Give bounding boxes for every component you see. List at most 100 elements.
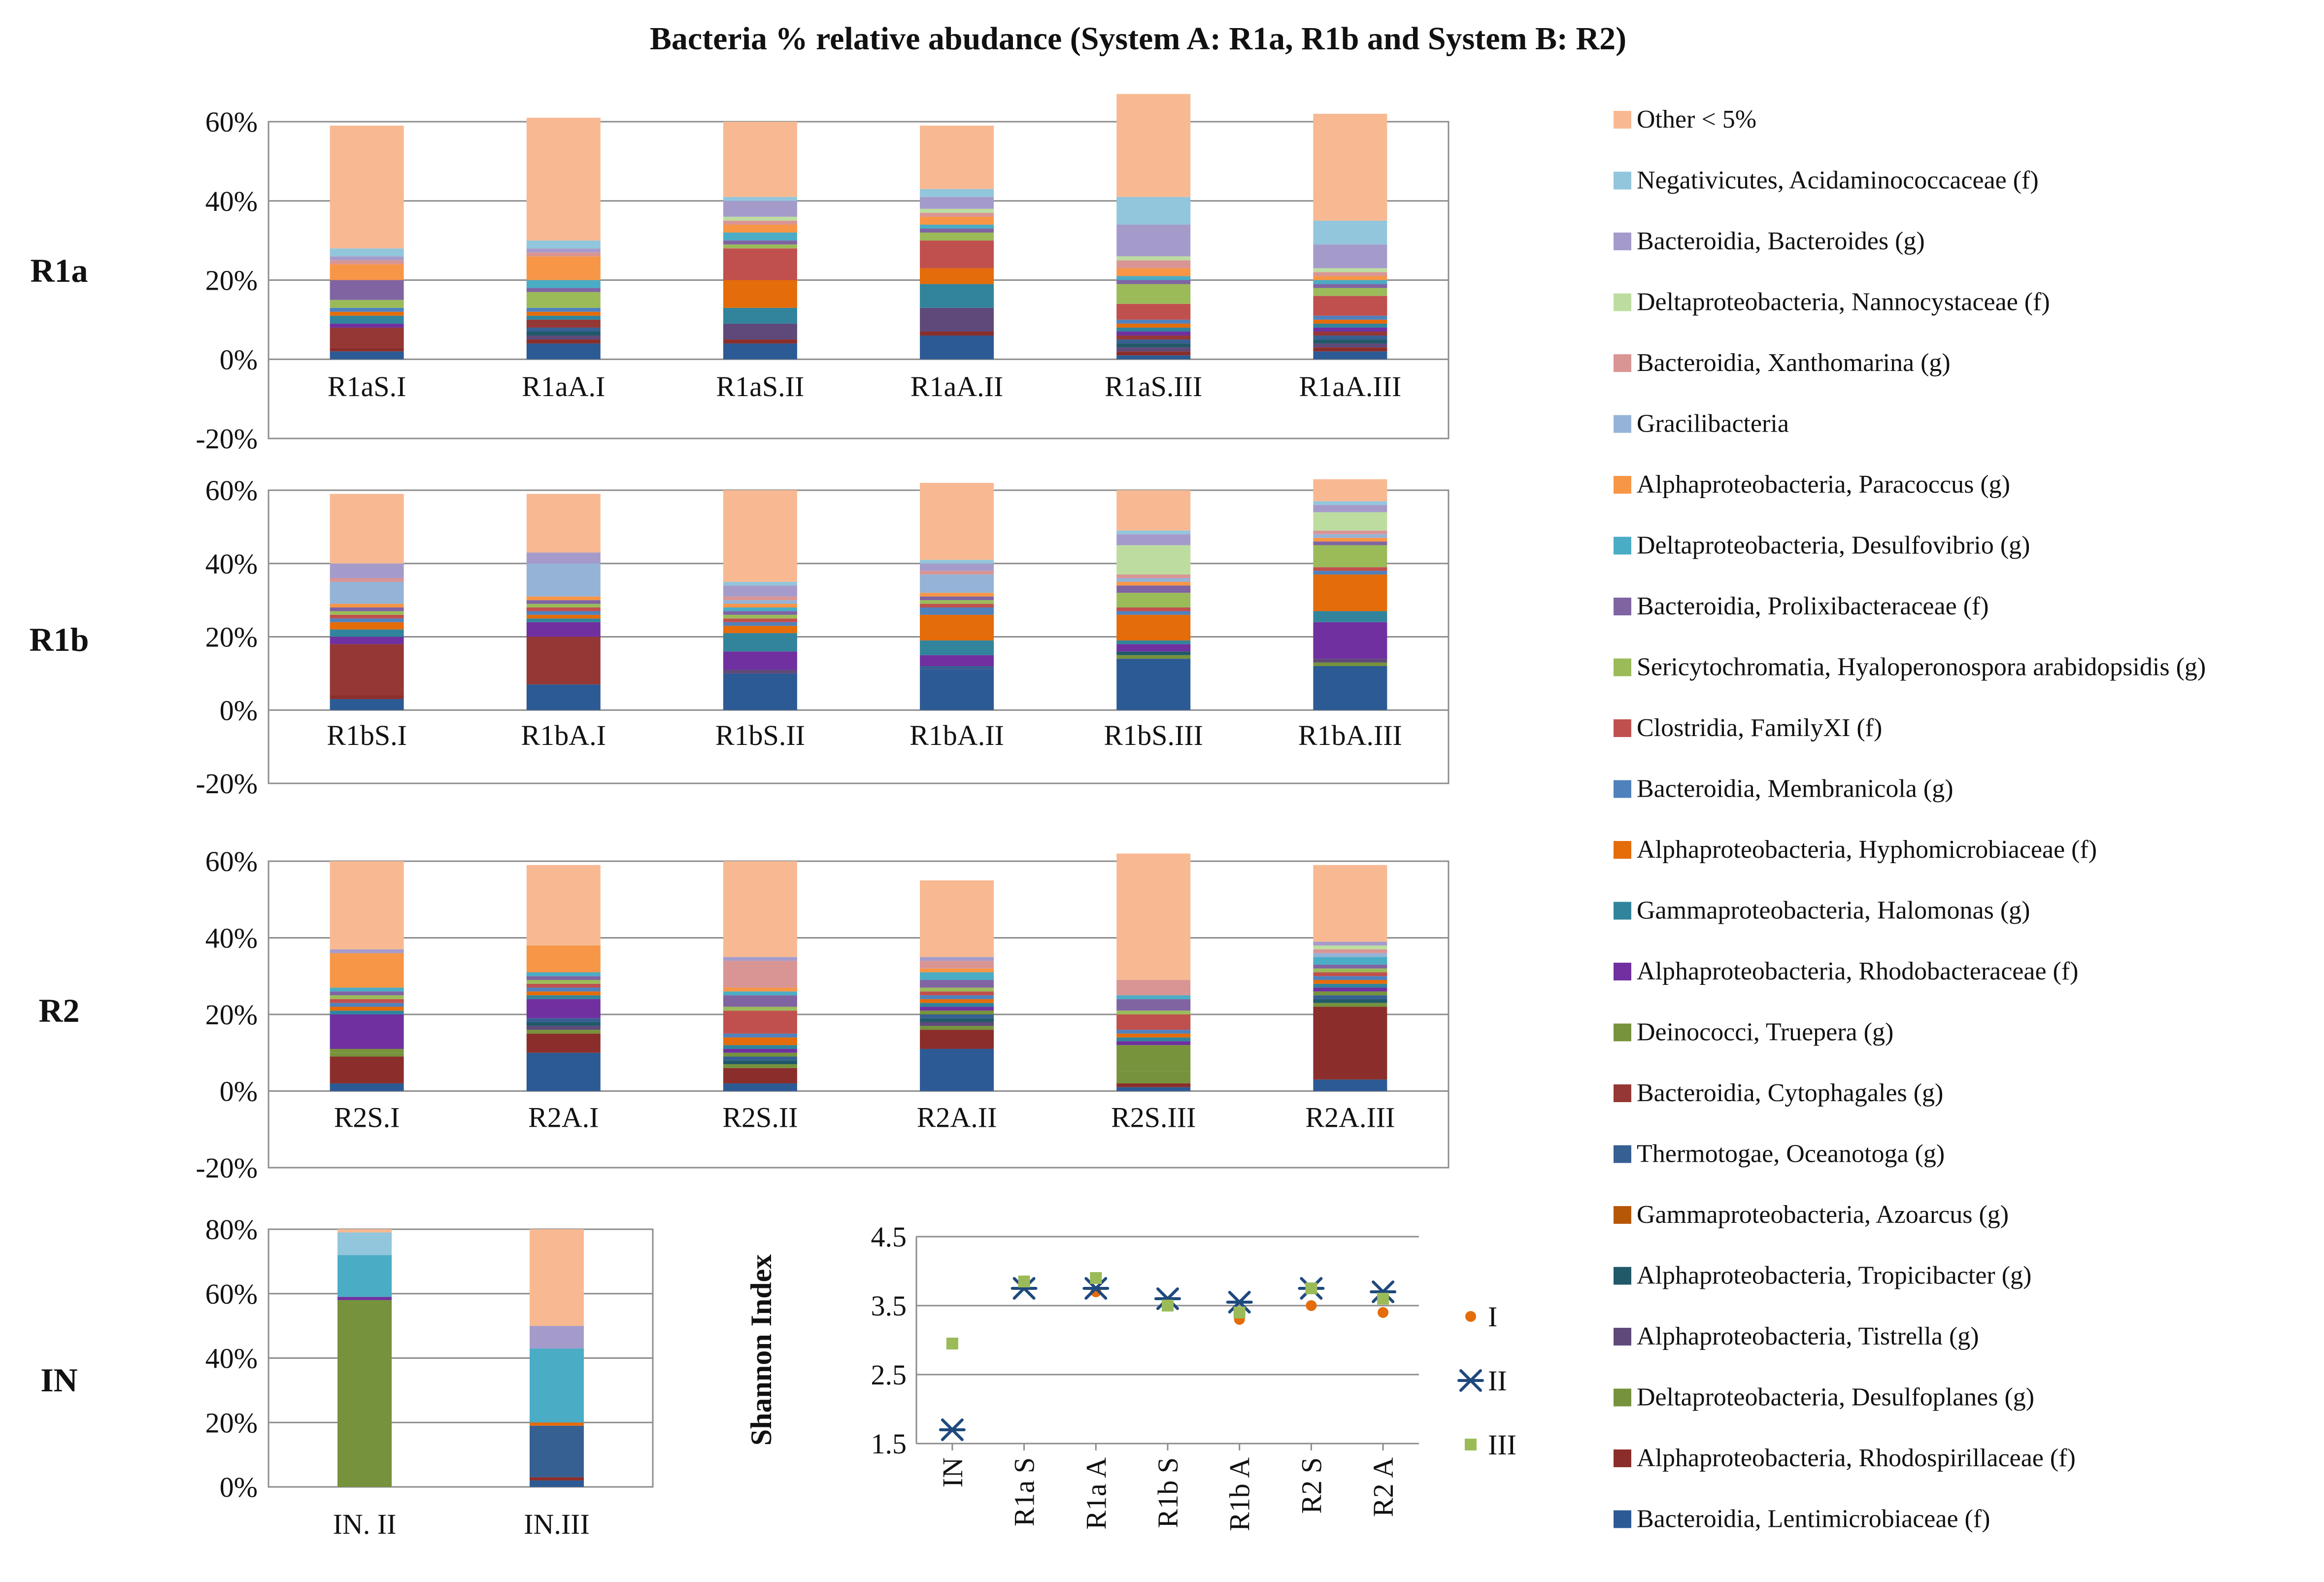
bar-segment-other-5 — [1313, 865, 1387, 942]
legend-item-negativicutes-acidaminococcaceae-f: Negativicutes, Acidaminococcaceae (f) — [1614, 167, 2039, 195]
bar-segment-clostridia-familyxi-f — [723, 248, 797, 280]
bar-segment-bacteroidia-cytophagales-g — [1116, 336, 1191, 340]
bar-segment-gracilibacteria — [1116, 578, 1191, 582]
legend-swatch — [1614, 1023, 1631, 1042]
bar-segment-alphaproteobacteria-rhodospirillaceae-f — [1116, 351, 1191, 356]
y-tick-label: 40% — [205, 1343, 258, 1375]
x-tick-label: R1b S — [1152, 1457, 1184, 1528]
bar-segment-bacteroidia-membranicola-g — [920, 607, 994, 615]
y-tick-label: 40% — [205, 185, 258, 217]
bar-segment-bacteroidia-prolixibacteraceae-f — [723, 611, 797, 615]
point-i-r2-s — [1306, 1300, 1317, 1311]
bar-segment-negativicutes-acidaminococcaceae-f — [1116, 530, 1191, 535]
bar-segment-alphaproteobacteria-rhodobacteraceae-f — [330, 1014, 404, 1049]
point-iii-r1a-s — [1018, 1276, 1030, 1287]
bar-segment-deltaproteobacteria-desulfovibrio-g — [530, 1348, 584, 1423]
bar-segment-negativicutes-acidaminococcaceae-f — [330, 248, 404, 257]
bar-segment-alphaproteobacteria-rhodobacteraceae-f — [1313, 987, 1387, 992]
bar-segment-deinococci-truepera-g — [1116, 1045, 1191, 1072]
bar-segment-alphaproteobacteria-rhodobacteraceae-f — [920, 1007, 994, 1011]
bar-segment-bacteroidia-prolixibacteraceae-f — [920, 229, 994, 233]
legend-label: Alphaproteobacteria, Rhodospirillaceae (… — [1637, 1444, 2076, 1472]
bar-segment-bacteroidia-cytophagales-g — [526, 319, 601, 328]
legend-item-gammaproteobacteria-halomonas-g: Gammaproteobacteria, Halomonas (g) — [1614, 897, 2030, 925]
legend-label: Gammaproteobacteria, Halomonas (g) — [1637, 897, 2030, 925]
legend-label: Deinococci, Truepera (g) — [1637, 1018, 1893, 1046]
legend-swatch — [1614, 841, 1631, 859]
bar-segment-deltaproteobacteria-desulfovibrio-g — [526, 280, 601, 288]
bar-segment-bacteroidia-membranicola-g — [330, 1003, 404, 1007]
bar-segment-bacteroidia-bacteroides-g — [1116, 224, 1191, 257]
bar-segment-gammaproteobacteria-halomonas-g — [526, 618, 601, 622]
bar-segment-deinococci-truepera-g — [330, 1048, 404, 1053]
category-label: R1bA.II — [909, 719, 1004, 751]
scatter-legend-marker-ii — [1457, 1369, 1484, 1392]
bar-segment-alphaproteobacteria-rhodospirillaceae-f — [530, 1477, 584, 1481]
bar-segment-other-5 — [337, 1229, 392, 1233]
bar-segment-bacteroidia-lentimicrobiaceae-f — [920, 670, 994, 710]
legend-swatch — [1614, 598, 1631, 615]
bar-segment-alphaproteobacteria-paracoccus-g — [1116, 581, 1191, 586]
y-tick-label: 60% — [205, 106, 258, 138]
y-tick-label: 0% — [220, 1076, 258, 1108]
bar-segment-alphaproteobacteria-hyphomicrobiaceae-f — [723, 626, 797, 634]
bar-segment-alphaproteobacteria-paracoccus-g — [920, 968, 994, 973]
y-tick-label: 60% — [205, 845, 258, 877]
bar-segment-alphaproteobacteria-tistrella-g — [526, 1026, 601, 1030]
bar-segment-deltaproteobacteria-desulfoplanes-g — [1116, 655, 1191, 659]
bar-segment-alphaproteobacteria-rhodobacteraceae-f — [526, 622, 601, 637]
bar-segment-alphaproteobacteria-rhodospirillaceae-f — [1313, 1007, 1387, 1080]
bar-segment-bacteroidia-bacteroides-g — [330, 256, 404, 261]
legend-swatch — [1614, 233, 1631, 250]
legend-swatch — [1614, 658, 1631, 676]
bar-segment-deltaproteobacteria-desulfoplanes-g — [330, 1052, 404, 1057]
bar-segment-deltaproteobacteria-desulfoplanes-g — [337, 1300, 392, 1487]
bar-segment-bacteroidia-prolixibacteraceae-f — [1116, 280, 1191, 284]
bar-segment-bacteroidia-xanthomarina-g — [330, 260, 404, 265]
bar-segment-sericytochromatia-hyaloperonospora-arabidopsidis-g — [723, 244, 797, 249]
bar-segment-sericytochromatia-hyaloperonospora-arabidopsidis-g — [526, 292, 601, 308]
bar-segment-alphaproteobacteria-hyphomicrobiaceae-f — [1313, 574, 1387, 611]
bar-segment-negativicutes-acidaminococcaceae-f — [723, 581, 797, 586]
bar-segment-other-5 — [723, 861, 797, 957]
y-tick-label: 20% — [205, 1407, 258, 1439]
legend-item-alphaproteobacteria-tropicibacter-g: Alphaproteobacteria, Tropicibacter (g) — [1614, 1262, 2031, 1290]
bar-segment-clostridia-familyxi-f — [920, 240, 994, 269]
bar-segment-alphaproteobacteria-paracoccus-g — [526, 596, 601, 601]
bar-segment-deltaproteobacteria-nannocystaceae-f — [1116, 256, 1191, 261]
x-tick-label: R2 S — [1295, 1457, 1327, 1514]
bar-segment-alphaproteobacteria-rhodospirillaceae-f — [526, 1033, 601, 1053]
bar-segment-alphaproteobacteria-rhodospirillaceae-f — [920, 1030, 994, 1049]
y-tick-label: 40% — [205, 548, 258, 580]
legend-label: Gracilibacteria — [1637, 410, 1789, 438]
legend-swatch — [1614, 719, 1631, 737]
bar-segment-sericytochromatia-hyaloperonospora-arabidopsidis-g — [330, 300, 404, 308]
category-label: R2A.I — [528, 1101, 599, 1133]
point-iii-in — [946, 1338, 958, 1349]
bar-segment-sericytochromatia-hyaloperonospora-arabidopsidis-g — [1116, 1010, 1191, 1014]
bar-segment-alphaproteobacteria-hyphomicrobiaceae-f — [530, 1422, 584, 1426]
panel-r2: 60% 40% 20% 0% -20% R2 R2S.I R2A.I R2S.II R2A.II R… — [38, 845, 1449, 1184]
bar-segment-alphaproteobacteria-tropicibacter-g — [1313, 999, 1387, 1003]
bar-segment-gammaproteobacteria-halomonas-g — [920, 1003, 994, 1007]
bar-segment-clostridia-familyxi-f — [330, 999, 404, 1003]
shannon-index-panel: 4.5 3.5 2.5 1.5 Shannon Index IN R1a S R1a A R1b… — [745, 1221, 1516, 1531]
legend-item-bacteroidia-membranicola-g: Bacteroidia, Membranicola (g) — [1614, 775, 1954, 803]
bar-segment-gammaproteobacteria-halomonas-g — [1116, 1037, 1191, 1042]
bar-segment-sericytochromatia-hyaloperonospora-arabidopsidis-g — [330, 995, 404, 999]
bar-segment-bacteroidia-bacteroides-g — [526, 248, 601, 253]
bar-segment-other-5 — [330, 126, 404, 249]
bar-segment-alphaproteobacteria-hyphomicrobiaceae-f — [330, 622, 404, 630]
bar-segment-bacteroidia-bacteroides-g — [526, 552, 601, 564]
bar-segment-gammaproteobacteria-halomonas-g — [330, 1010, 404, 1014]
category-label: R2A.II — [917, 1101, 997, 1133]
bar-segment-alphaproteobacteria-hyphomicrobiaceae-f — [1116, 614, 1191, 640]
bar-segment-clostridia-familyxi-f — [1313, 567, 1387, 571]
bar-segment-deltaproteobacteria-desulfoplanes-g — [723, 1064, 797, 1068]
bar-segment-alphaproteobacteria-rhodobacteraceae-f — [723, 1048, 797, 1053]
bar-segment-alphaproteobacteria-paracoccus-g — [330, 604, 404, 607]
bar-segment-bacteroidia-membranicola-g — [330, 618, 404, 622]
legend-item-alphaproteobacteria-rhodospirillaceae-f: Alphaproteobacteria, Rhodospirillaceae (… — [1614, 1444, 2076, 1472]
bar-segment-deltaproteobacteria-desulfovibrio-g — [1313, 957, 1387, 965]
x-tick-label: IN — [937, 1457, 969, 1487]
